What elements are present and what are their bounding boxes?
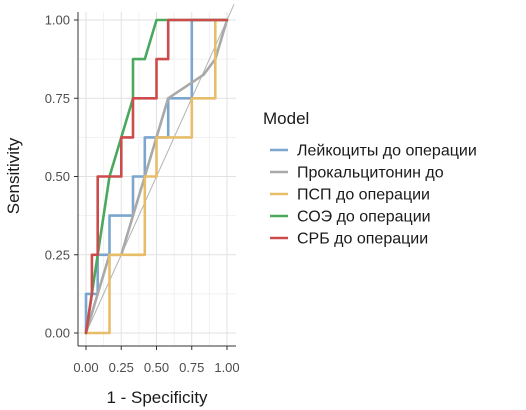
- series-line-5: [84, 18, 229, 335]
- legend: Model Лейкоциты до операции Прокальцитони…: [263, 109, 477, 248]
- x-tick-label: 1.00: [214, 360, 239, 375]
- legend-title: Model: [263, 109, 309, 128]
- y-tick-label: 0.25: [45, 247, 70, 262]
- x-tick-label: 0.50: [144, 360, 169, 375]
- y-tick-label: 0.75: [45, 91, 70, 106]
- x-tick-label: 0.75: [179, 360, 204, 375]
- y-axis-title: Sensitivity: [4, 137, 23, 214]
- y-axis-ticks: 0.00 0.25 0.50 0.75 1.00: [45, 13, 78, 341]
- legend-label-3: ПСП до операции: [297, 187, 430, 204]
- x-axis-ticks: 0.00 0.25 0.50 0.75 1.00: [73, 346, 240, 375]
- x-axis-title: 1 - Specificity: [106, 388, 208, 407]
- series-lines: [84, 18, 229, 335]
- y-tick-label: 0.50: [45, 169, 70, 184]
- legend-label-2: Прокальцитонин до: [297, 165, 444, 182]
- series-line-3: [84, 18, 229, 335]
- x-tick-label: 0.00: [73, 360, 98, 375]
- y-tick-label: 0.00: [45, 326, 70, 341]
- series-line-1: [84, 18, 229, 335]
- y-tick-label: 1.00: [45, 13, 70, 28]
- legend-label-5: СРБ до операции: [297, 231, 428, 248]
- legend-label-1: Лейкоциты до операции: [297, 143, 477, 160]
- x-tick-label: 0.25: [109, 360, 134, 375]
- legend-label-4: СОЭ до операции: [297, 209, 431, 226]
